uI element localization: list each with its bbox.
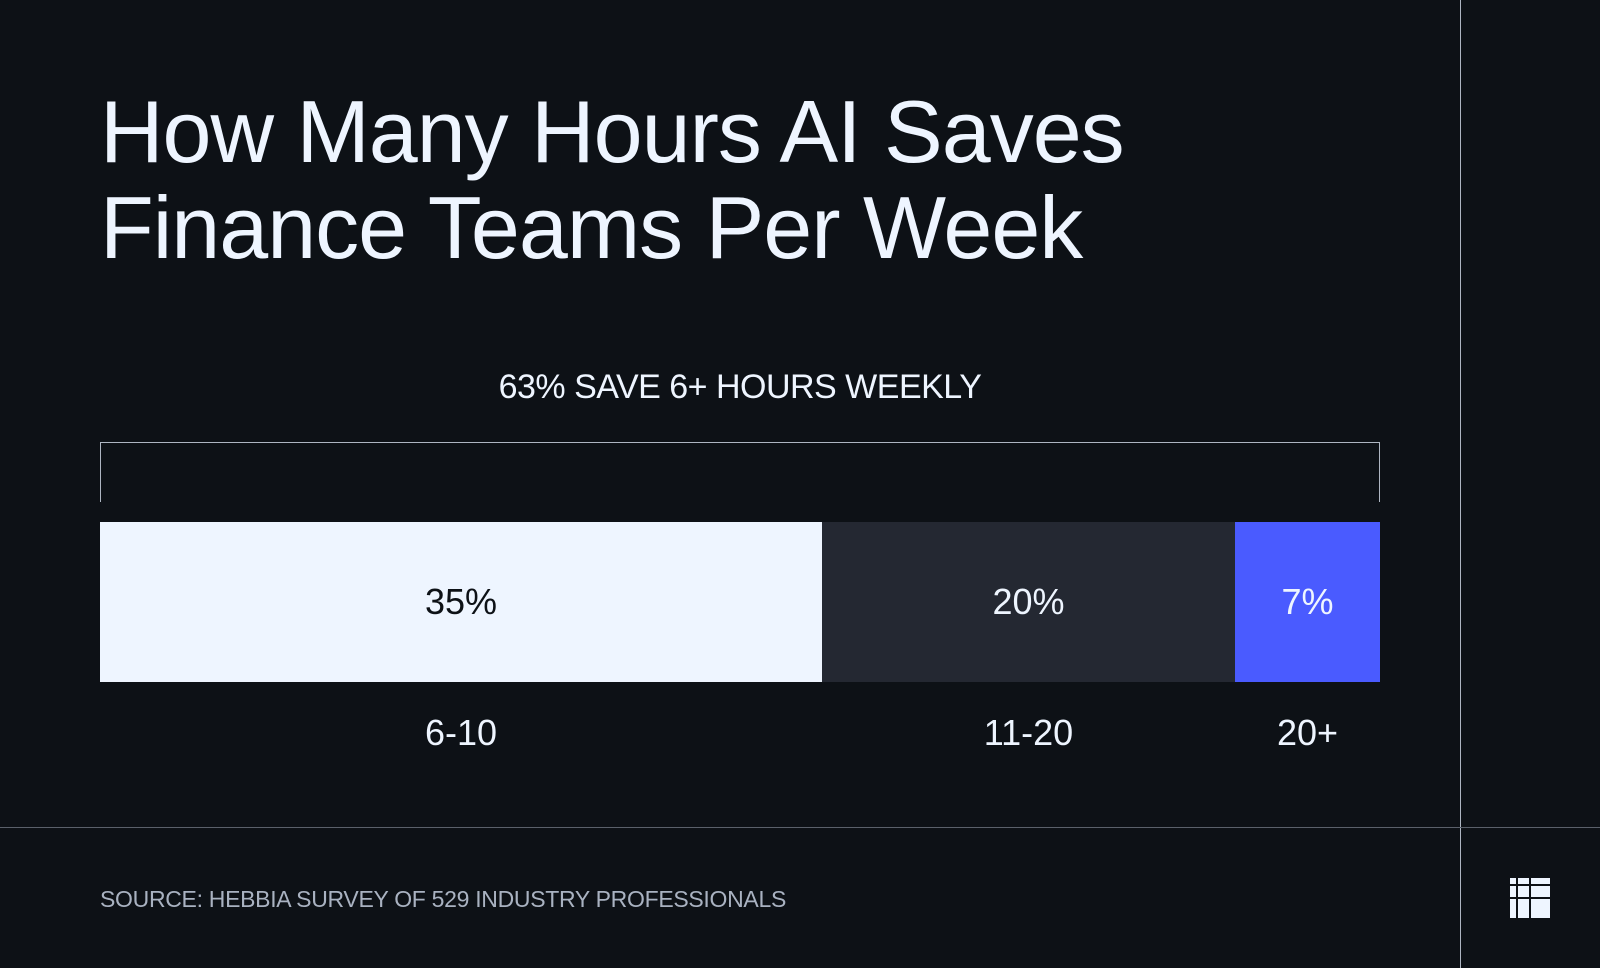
- vertical-divider: [1460, 0, 1461, 968]
- title-line-2: Finance Teams Per Week: [100, 178, 1083, 277]
- source-note: SOURCE: HEBBIA SURVEY OF 529 INDUSTRY PR…: [100, 886, 786, 912]
- horizontal-divider: [0, 827, 1600, 828]
- category-label: 6-10: [424, 712, 498, 753]
- bar-segment-11-20: 20%: [822, 522, 1235, 682]
- chart-title: How Many Hours AI Saves Finance Teams Pe…: [100, 82, 1125, 277]
- segment-value-label: 20%: [992, 581, 1065, 622]
- stacked-bar: 35% 20% 7%: [100, 522, 1380, 682]
- category-label: 11-20: [983, 712, 1074, 753]
- segment-value-label: 7%: [1281, 581, 1334, 622]
- grid-logo-icon: [1510, 878, 1550, 918]
- annotation-bracket: [100, 442, 1380, 502]
- bar-segment-6-10: 35%: [100, 522, 822, 682]
- segment-value-label: 35%: [424, 581, 498, 622]
- bar-segment-20-plus: 7%: [1235, 522, 1380, 682]
- category-labels: 6-10 11-20 20+: [100, 712, 1380, 762]
- chart-annotation: 63% SAVE 6+ HOURS WEEKLY: [498, 368, 982, 406]
- category-label: 20+: [1276, 712, 1339, 753]
- title-line-1: How Many Hours AI Saves: [100, 82, 1125, 181]
